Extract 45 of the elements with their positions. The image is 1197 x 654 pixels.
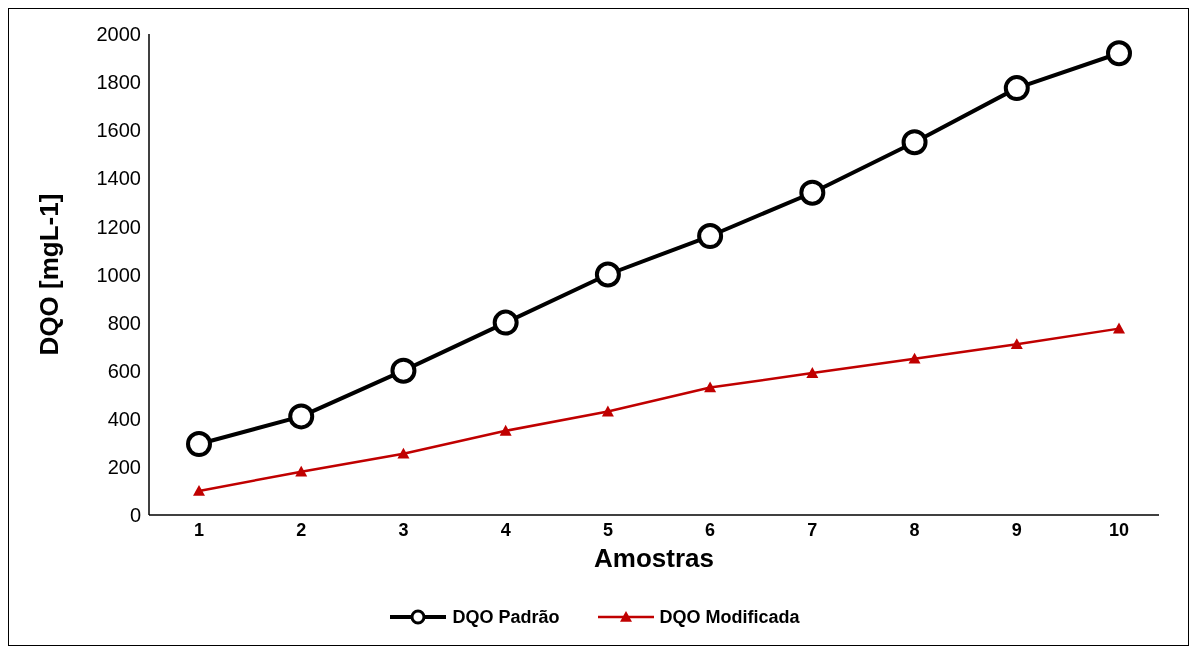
- x-tick-label: 7: [807, 519, 818, 540]
- x-tick-label: 6: [705, 519, 716, 540]
- point: [295, 465, 308, 477]
- y-tick-label: 400: [107, 407, 141, 430]
- x-tick-label: 3: [398, 519, 409, 540]
- legend-label: DQO Padrão: [452, 606, 560, 628]
- point: [390, 357, 417, 384]
- x-tick-label: 2: [296, 519, 307, 540]
- point: [397, 447, 410, 459]
- y-tick-label: 0: [129, 504, 141, 527]
- point: [1106, 40, 1132, 67]
- point: [704, 381, 717, 393]
- point: [499, 424, 512, 436]
- point: [594, 261, 621, 288]
- y-tick-label: 1000: [96, 263, 141, 286]
- y-tick-label: 2000: [96, 23, 141, 46]
- point: [1010, 338, 1023, 350]
- point: [1003, 75, 1030, 102]
- point: [601, 405, 614, 417]
- point: [186, 431, 212, 458]
- point: [193, 484, 205, 496]
- point: [908, 352, 921, 364]
- y-tick-label: 1400: [96, 167, 141, 190]
- y-tick-label: 600: [107, 359, 141, 382]
- legend-label: DQO Modificada: [659, 606, 800, 628]
- point: [288, 403, 315, 430]
- y-tick-label: 800: [107, 311, 141, 334]
- y-tick-label: 1800: [96, 71, 141, 94]
- point: [492, 309, 519, 336]
- point: [799, 179, 826, 206]
- point: [1113, 322, 1125, 334]
- y-tick-label: 1600: [96, 119, 141, 142]
- point: [901, 129, 928, 156]
- y-tick-label: 1200: [96, 215, 141, 238]
- point: [697, 223, 724, 250]
- x-tick-label: 9: [1011, 519, 1022, 540]
- y-tick-label: 200: [107, 456, 141, 478]
- x-tick-label: 4: [500, 519, 511, 540]
- x-tick-label: 5: [602, 519, 613, 540]
- x-tick-label: 10: [1108, 519, 1130, 540]
- y-axis-title: DQO [mgL-1]: [34, 193, 65, 356]
- x-tick-label: 8: [909, 519, 920, 540]
- x-tick-label: 1: [193, 519, 205, 540]
- point: [806, 367, 819, 378]
- x-axis-title: Amostras: [594, 543, 714, 573]
